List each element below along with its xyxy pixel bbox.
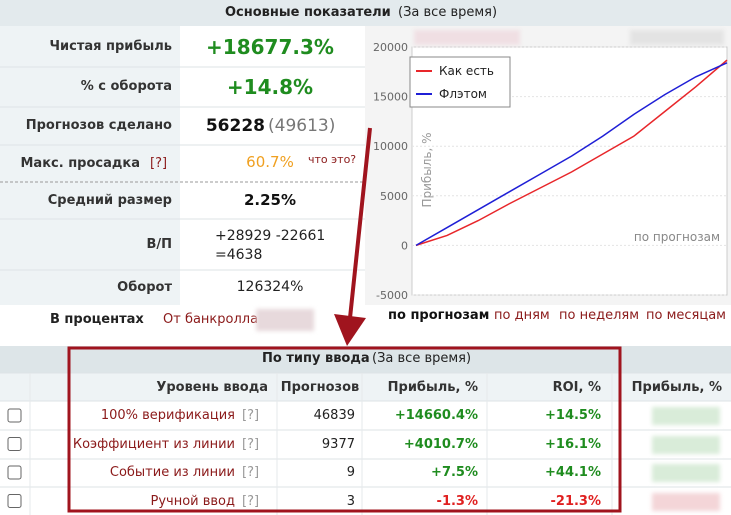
forecast-count: 9 (346, 465, 355, 480)
profit: -1.3% (436, 493, 478, 509)
forecast-count: 46839 (313, 408, 355, 423)
stat-value: 126324% (236, 279, 304, 295)
label-column (0, 26, 180, 305)
roi: +16.1% (545, 436, 601, 452)
checkbox[interactable] (7, 437, 22, 451)
chart-nav-link[interactable]: по дням (494, 308, 550, 323)
blurred-area (652, 407, 720, 425)
checkbox[interactable] (7, 408, 22, 423)
blurred-area (414, 30, 520, 45)
forecast-count: 9377 (321, 436, 355, 452)
stat-extra: =4638 (215, 247, 263, 263)
header-band (0, 0, 731, 26)
help-link[interactable]: [?] (242, 436, 260, 452)
help-link[interactable]: [?] (242, 465, 260, 480)
table-subtitle: (За все время) (372, 351, 472, 366)
forecast-count: 3 (346, 493, 355, 509)
help-link[interactable]: [?] (242, 408, 260, 423)
stat-label: В/П (146, 236, 172, 252)
chart-nav-link[interactable]: по месяцам (646, 308, 726, 323)
legend-label: Как есть (439, 64, 494, 78)
help-link[interactable]: [?] (150, 155, 168, 171)
profit: +4010.7% (403, 436, 478, 452)
stat-label: Макс. просадка (20, 155, 141, 171)
mode-option[interactable]: От банкролла (163, 312, 259, 327)
stat-value: +18677.3% (206, 35, 334, 59)
y-tick-label: 5000 (380, 190, 408, 203)
checkbox[interactable] (7, 465, 22, 480)
stat-label: % с оборота (80, 79, 172, 94)
stat-label: Оборот (117, 279, 172, 295)
blurred-area (652, 492, 720, 511)
input-level: Ручной ввод (150, 493, 235, 509)
header-title: Основные показатели (225, 5, 391, 20)
stat-value: +28929 -22661 (215, 228, 326, 244)
y-axis-label: Прибыль, % (420, 132, 434, 207)
stat-label: Средний размер (47, 192, 172, 208)
annotation: по прогнозам (634, 230, 720, 244)
y-tick-label: 0 (401, 239, 408, 252)
blurred-area (256, 309, 314, 331)
blurred-area (652, 464, 720, 482)
line-series (415, 62, 728, 247)
roi: -21.3% (550, 493, 602, 509)
chart-nav-link[interactable]: по неделям (559, 308, 640, 323)
input-level: Коэффициент из линии (72, 436, 235, 452)
stat-value: +14.8% (226, 75, 314, 99)
column-header: Уровень ввода (156, 380, 268, 395)
legend-label: Флэтом (439, 87, 487, 101)
help-link[interactable]: [?] (242, 493, 260, 509)
y-tick-label: -5000 (376, 289, 408, 302)
blurred-area (630, 30, 724, 45)
y-tick-label: 20000 (373, 41, 408, 54)
checkbox[interactable] (7, 494, 22, 508)
line-series (415, 59, 728, 247)
column-header: Прибыль, % (387, 380, 478, 395)
column-header: ROI, % (552, 380, 601, 395)
blurred-area (652, 435, 720, 454)
roi: +14.5% (545, 408, 601, 423)
column-header: Прогнозов (280, 380, 360, 395)
stat-label: Чистая прибыль (49, 38, 172, 54)
column-header: Прибыль, % (631, 380, 722, 395)
mode-label: В процентах (50, 312, 144, 327)
what-link[interactable]: что это? (308, 153, 357, 166)
stat-value: 2.25% (243, 191, 297, 209)
y-tick-label: 10000 (373, 140, 408, 153)
input-level: 100% верификация (100, 408, 235, 423)
chart-nav-link[interactable]: по прогнозам (388, 308, 490, 323)
input-level: Событие из линии (109, 465, 235, 480)
roi: +44.1% (545, 465, 601, 480)
stat-label: Прогнозов сделано (25, 118, 172, 133)
stat-extra: (49613) (268, 116, 336, 136)
profit: +7.5% (431, 465, 478, 480)
stat-value: 56228 (205, 116, 265, 136)
y-tick-label: 15000 (373, 91, 408, 104)
header-subtitle: (За все время) (398, 5, 498, 20)
stat-value: 60.7% (246, 153, 294, 171)
profit: +14660.4% (394, 408, 478, 423)
table-title: По типу ввода (262, 351, 370, 366)
legend (409, 56, 511, 108)
